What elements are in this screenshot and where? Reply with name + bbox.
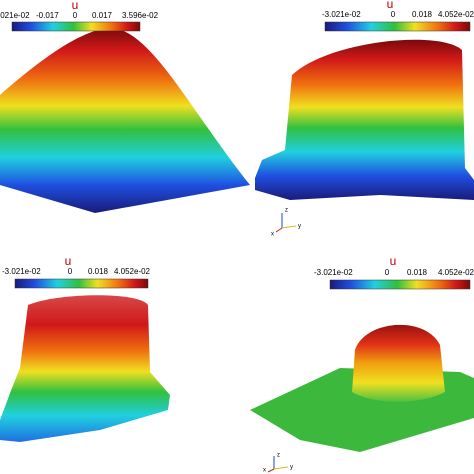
axis: [281, 225, 297, 229]
colorbar-title: u: [390, 254, 397, 268]
colorbar: [11, 21, 141, 32]
panel: u -3.021e-02 0 0.018 4.052e-02: [0, 254, 170, 442]
axis-label: y: [298, 224, 301, 230]
colorbar-title: u: [72, 0, 79, 12]
colorbar: [14, 278, 149, 289]
colorbar-label: 4.052e-02: [114, 267, 151, 276]
colorbar: [324, 21, 471, 32]
colorbar-title: u: [65, 254, 72, 268]
axis-label: x: [263, 468, 266, 474]
axis: [275, 227, 283, 233]
panel: u .021e-02 -0.017 0 0.017 3.596e-02: [0, 0, 250, 213]
axis-label: z: [285, 208, 288, 214]
colorbar-label: .021e-02: [0, 11, 30, 20]
axis-label: z: [277, 453, 280, 459]
colorbar-label: -3.021e-02: [2, 267, 41, 276]
surface: [0, 28, 250, 213]
colorbar-label: 0: [68, 267, 73, 276]
axis-label: y: [290, 465, 293, 471]
colorbar-label: 0.018: [88, 267, 109, 276]
colorbar-label: 0.017: [92, 11, 113, 20]
colorbar-label: 0: [73, 11, 78, 20]
colorbar-title: u: [387, 0, 394, 11]
surface: [352, 324, 445, 402]
colorbar-label: 0.018: [407, 268, 428, 277]
colorbar-label: -3.021e-02: [314, 268, 353, 277]
axis: [273, 466, 289, 470]
panel: u -3.021e-02 0 0.018 4.052e-02: [250, 254, 474, 452]
colorbar-label: -0.017: [36, 11, 59, 20]
axes-triad: z y x: [263, 453, 293, 474]
panel: u -3.021e-02 0 0.018 4.052e-02: [255, 0, 474, 200]
colorbar-label: 3.596e-02: [122, 11, 159, 20]
colorbar-label: -3.021e-02: [322, 10, 361, 19]
colorbar-label: 0.018: [412, 10, 433, 19]
axes-triad: z y x: [271, 208, 301, 238]
colorbar: [329, 279, 471, 290]
surface: [0, 295, 170, 442]
colorbar-label: 0: [385, 268, 390, 277]
colorbar-label: 4.052e-02: [438, 10, 474, 19]
surface: [255, 39, 474, 200]
axis-label: x: [271, 232, 274, 238]
colorbar-label: 4.052e-02: [438, 268, 474, 277]
colorbar-label: 0: [391, 10, 396, 19]
axis: [267, 468, 275, 473]
